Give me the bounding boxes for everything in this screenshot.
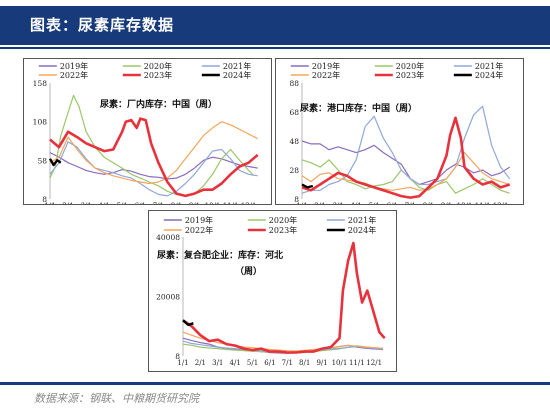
title-underline — [0, 47, 550, 49]
x-tick-label: 5/1 — [247, 359, 258, 367]
y-tick-label: 8 — [42, 195, 47, 204]
chart-factory-inventory-svg: 2019年 2020年 2021年 2022年 2023年 2024年 8 58 108 158 1… — [33, 61, 259, 204]
chart-annotation: 尿素：港口库存：中国（周） — [300, 102, 417, 114]
x-tick-label: 7/1 — [153, 202, 164, 204]
chart-port-inventory-svg: 2019年 2020年 2021年 2022年 2023年 2024年 8 28 48 68 88 1… — [289, 61, 511, 204]
legend-label: 2024年 — [223, 70, 251, 80]
legend-label: 2023年 — [396, 70, 424, 80]
x-tick-label: 2/1 — [314, 202, 325, 204]
legend-label: 2024年 — [475, 70, 503, 80]
y-tick-label: 28 — [289, 166, 299, 175]
y-tick-label: 20008 — [156, 293, 180, 302]
x-tick-label: 2/1 — [195, 359, 206, 367]
x-tick-label: 7/1 — [282, 359, 293, 367]
legend-label: 2022年 — [60, 70, 88, 80]
chart-annotation: 尿素：复合肥企业：库存：河北 — [157, 249, 283, 261]
chart-factory-inventory: 2019年 2020年 2021年 2022年 2023年 2024年 8 58 108 158 1… — [23, 58, 272, 205]
page-title: 图表：尿素库存数据 — [30, 16, 175, 34]
series-line-2020年 — [49, 94, 255, 197]
legend-label: 2022年 — [312, 70, 340, 80]
series-line-2024年 — [182, 319, 194, 327]
x-tick-label: 3/1 — [332, 202, 343, 204]
y-tick-label: 108 — [33, 118, 48, 127]
x-tick-label: 3/1 — [212, 359, 223, 367]
x-tick-label: 6/1 — [135, 202, 146, 204]
y-tick-label: 40008 — [156, 233, 180, 242]
x-tick-label: 9/1 — [316, 359, 327, 367]
series-line-2023年 — [301, 116, 511, 199]
series-line-2022年 — [301, 151, 510, 191]
x-tick-label: 5/1 — [369, 202, 380, 204]
chart-compound-fertilizer-inventory: 2019年 2020年 2021年 2022年 2023年 2024年 8 20008 4000… — [148, 210, 397, 372]
x-tick-label: 8/1 — [423, 202, 434, 204]
x-tick-label: 5/1 — [117, 202, 128, 204]
title-bar: 图表：尿素库存数据 — [0, 6, 550, 45]
y-tick-label: 158 — [33, 79, 48, 88]
legend-label: 2021年 — [223, 61, 251, 71]
x-tick-label: 4/1 — [99, 202, 110, 204]
legend-label: 2020年 — [144, 61, 172, 71]
x-tick-label: 11/1 — [223, 202, 239, 204]
series-line-2022年 — [49, 121, 258, 185]
legend-label: 2023年 — [144, 70, 172, 80]
y-tick-label: 8 — [294, 195, 299, 204]
legend-label: 2020年 — [269, 215, 297, 225]
legend-label: 2019年 — [60, 61, 88, 71]
y-tick-label: 88 — [289, 79, 299, 88]
series-line-2024年 — [301, 183, 314, 189]
legend-label: 2023年 — [269, 225, 297, 235]
x-tick-label: 9/1 — [441, 202, 452, 204]
chart-compound-fertilizer-inventory-svg: 2019年 2020年 2021年 2022年 2023年 2024年 8 20008 4000… — [156, 215, 386, 367]
y-tick-label: 48 — [289, 137, 299, 146]
footer-rule — [0, 382, 550, 385]
x-tick-label: 11/1 — [349, 359, 365, 367]
x-tick-label: 10/1 — [457, 202, 473, 204]
chart-port-inventory: 2019年 2020年 2021年 2022年 2023年 2024年 8 28 48 68 88 1… — [275, 58, 524, 205]
y-tick-label: 68 — [289, 108, 299, 117]
x-tick-label: 4/1 — [230, 359, 241, 367]
legend-label: 2019年 — [312, 61, 340, 71]
x-tick-label: 10/1 — [205, 202, 221, 204]
x-tick-label: 6/1 — [387, 202, 398, 204]
legend-label: 2021年 — [475, 61, 503, 71]
x-tick-label: 7/1 — [405, 202, 416, 204]
chart-annotation: （周） — [235, 266, 262, 277]
series-line-2021年 — [301, 105, 511, 194]
data-source: 数据来源：钢联、中粮期货研究院 — [34, 392, 199, 405]
x-tick-label: 6/1 — [264, 359, 275, 367]
x-tick-label: 1/1 — [177, 359, 188, 367]
x-tick-label: 2/1 — [62, 202, 73, 204]
x-tick-label: 9/1 — [189, 202, 200, 204]
x-tick-label: 3/1 — [80, 202, 91, 204]
x-tick-label: 12/1 — [493, 202, 509, 204]
chart-annotation: 尿素：厂内库存：中国（周） — [100, 98, 217, 110]
x-tick-label: 12/1 — [366, 359, 382, 367]
series-line-2023年 — [182, 241, 386, 354]
y-tick-label: 58 — [37, 156, 47, 165]
series-line-2019年 — [49, 152, 258, 180]
legend-label: 2024年 — [348, 225, 376, 235]
legend-label: 2020年 — [396, 61, 424, 71]
series-line-2022年 — [182, 331, 383, 352]
legend-label: 2022年 — [185, 225, 213, 235]
series-line-2023年 — [49, 117, 259, 198]
x-tick-label: 8/1 — [171, 202, 182, 204]
x-tick-label: 12/1 — [241, 202, 257, 204]
y-tick-label: 8 — [175, 352, 180, 361]
x-tick-label: 1/1 — [44, 202, 55, 204]
x-tick-label: 1/1 — [296, 202, 307, 204]
series-line-2021年 — [49, 141, 258, 197]
legend-label: 2019年 — [185, 215, 213, 225]
legend-label: 2021年 — [348, 215, 376, 225]
x-tick-label: 10/1 — [332, 359, 348, 367]
series-line-2019年 — [301, 140, 511, 186]
x-tick-label: 11/1 — [475, 202, 491, 204]
series-line-2024年 — [48, 158, 62, 167]
x-tick-label: 8/1 — [299, 359, 310, 367]
x-tick-label: 4/1 — [351, 202, 362, 204]
